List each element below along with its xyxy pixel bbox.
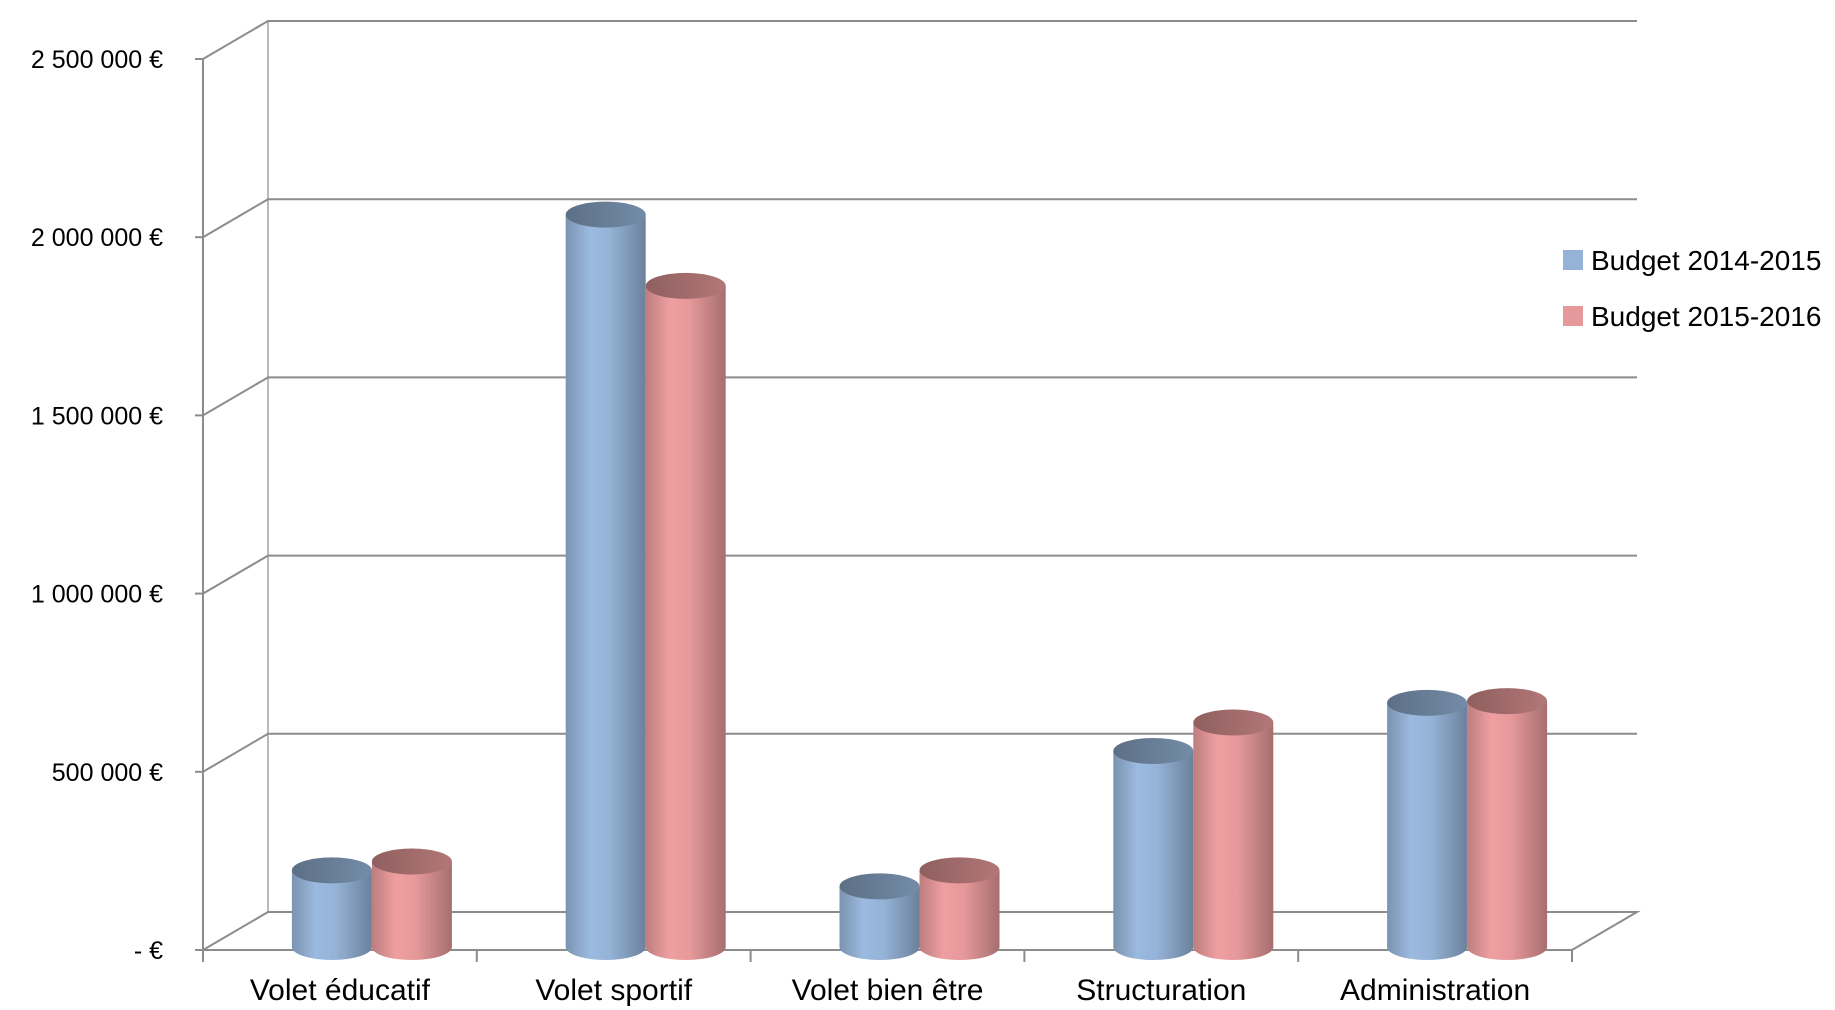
bar [1387,689,1468,960]
y-tick-label: - € [134,937,163,965]
legend-swatch [1563,250,1583,270]
bar-top [1113,737,1194,764]
bar [1193,709,1274,960]
y-tick-label: 1 500 000 € [31,402,163,430]
legend-item: Budget 2015-2016 [1563,301,1821,332]
bar-body [1467,701,1548,960]
bar [291,857,372,960]
bar-body [645,285,726,960]
gridline [202,20,1637,60]
gridline [202,554,1637,595]
x-tick-label: Structuration [1076,974,1246,1007]
bar-top [1193,709,1274,736]
bar-top [839,873,920,900]
bar [919,857,1000,960]
legend-label: Budget 2015-2016 [1591,301,1821,332]
bar-body [919,870,1000,960]
bar-body [1113,750,1194,960]
gridline [202,732,1637,773]
bar-top [645,272,726,299]
x-tick-label: Administration [1340,974,1530,1007]
y-axis-ticks: - € 500 000 € 1 000 000 € 1 500 000 € 2 000 … [31,46,203,965]
bar [371,848,452,960]
legend-item: Budget 2014-2015 [1563,245,1821,276]
x-tick-label: Volet bien être [792,974,984,1007]
gridlines [202,20,1637,773]
gridline [202,198,1637,239]
bars [291,201,1548,960]
bar [645,272,726,960]
bar [839,873,920,960]
legend-label: Budget 2014-2015 [1591,245,1821,276]
y-tick-label: 2 500 000 € [31,46,163,74]
bar-body [291,870,372,960]
y-tick-label: 2 000 000 € [31,224,163,252]
bar-body [565,214,646,960]
bar [1113,737,1194,960]
bar [565,201,646,960]
bar-top [1467,688,1548,715]
x-axis-ticks: Volet éducatif Volet sportif Volet bien êt… [202,950,1573,1007]
x-tick-label: Volet sportif [535,974,692,1007]
legend: Budget 2014-2015 Budget 2015-2016 [1563,245,1821,332]
bar-top [919,857,1000,884]
bar-body [371,861,452,960]
y-tick-label: 1 000 000 € [31,581,163,609]
x-tick-label: Volet éducatif [250,974,431,1007]
bar-top [291,857,372,884]
bar [1467,688,1548,960]
bar-top [371,848,452,875]
bar-top [1387,689,1468,716]
bar-body [1193,722,1274,960]
gridline [202,376,1637,417]
bar-body [1387,702,1468,960]
y-tick-label: 500 000 € [52,759,163,787]
legend-swatch [1563,306,1583,326]
bar-top [565,201,646,228]
bar-body [839,886,920,960]
